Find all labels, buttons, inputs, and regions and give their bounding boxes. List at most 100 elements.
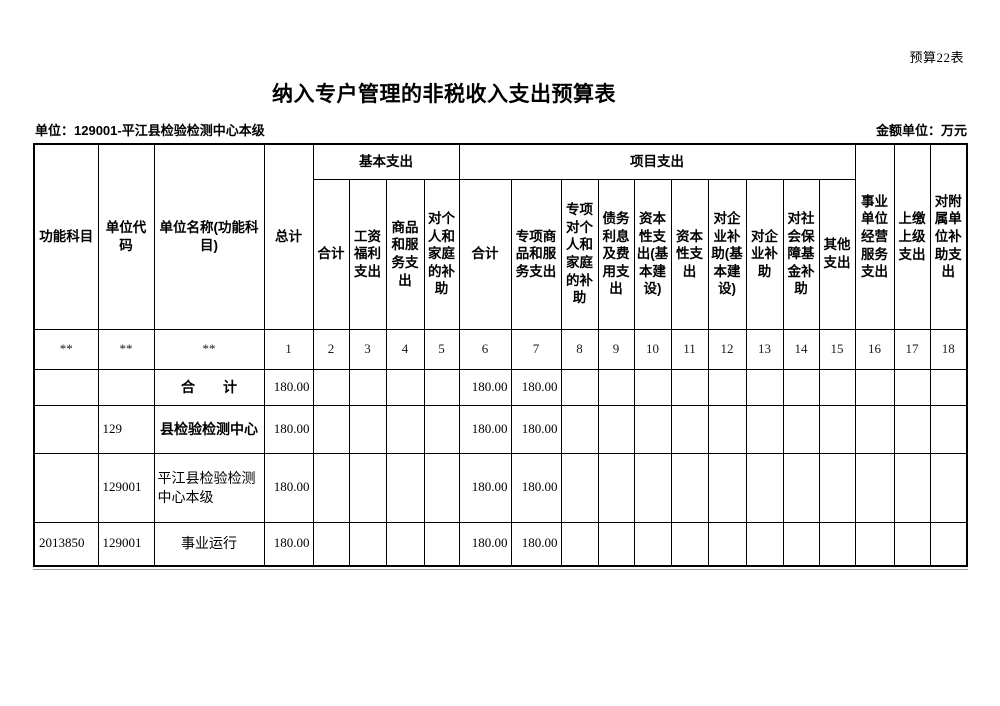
data-cell: 2013850 (33, 521, 99, 567)
table-row: 129001 平江县检验检测中心本级 180.00 180.00 180.00 (33, 452, 968, 523)
form-code: 预算22表 (909, 50, 964, 65)
col-number-cell: 16 (854, 328, 895, 370)
data-cell (385, 404, 425, 454)
data-cell (745, 452, 784, 523)
data-cell (560, 368, 599, 406)
data-cell (385, 368, 425, 406)
data-cell (854, 368, 895, 406)
header-cell: 对附属单位补助支出 (929, 143, 968, 330)
data-cell (633, 521, 672, 567)
col-number-cell: ** (153, 328, 265, 370)
col-number-cell: 9 (597, 328, 635, 370)
data-cell (33, 368, 99, 406)
col-number-cell: 5 (423, 328, 460, 370)
col-number-cell: 12 (707, 328, 747, 370)
data-cell (633, 368, 672, 406)
data-cell (707, 368, 747, 406)
data-cell: 180.00 (263, 452, 314, 523)
data-cell (670, 368, 709, 406)
col-number-cell: 15 (818, 328, 856, 370)
data-cell (348, 452, 387, 523)
col-number-cell: 6 (458, 328, 512, 370)
data-cell (929, 368, 968, 406)
data-cell (348, 404, 387, 454)
data-cell (893, 404, 931, 454)
col-number-cell: 17 (893, 328, 931, 370)
data-cell (929, 404, 968, 454)
header-cell: 资本性支出(基本建设) (633, 178, 672, 330)
header-cell: 专项商品和服务支出 (510, 178, 562, 330)
col-number-cell: 8 (560, 328, 599, 370)
data-cell (312, 452, 350, 523)
data-cell (929, 452, 968, 523)
unit-label: 单位：129001-平江县检验检测中心本级 (35, 123, 265, 138)
data-cell (348, 521, 387, 567)
col-number-cell: ** (97, 328, 155, 370)
data-cell: 180.00 (263, 521, 314, 567)
data-cell (423, 452, 460, 523)
data-cell (33, 452, 99, 523)
header-cell: 商品和服务支出 (385, 178, 425, 330)
col-number-cell: 11 (670, 328, 709, 370)
data-cell (633, 452, 672, 523)
table-row: 合 计 180.00 180.00 180.00 (33, 368, 968, 406)
data-cell (348, 368, 387, 406)
header-cell: 总计 (263, 143, 314, 330)
header-cell: 专项对个人和家庭的补助 (560, 178, 599, 330)
data-cell (597, 521, 635, 567)
col-number-cell: 1 (263, 328, 314, 370)
data-cell: 129001 (97, 452, 155, 523)
header-cell: 上缴上级支出 (893, 143, 931, 330)
data-cell (707, 404, 747, 454)
data-cell (312, 368, 350, 406)
data-cell (707, 452, 747, 523)
data-cell: 180.00 (458, 452, 512, 523)
data-cell (385, 452, 425, 523)
header-cell: 对社会保障基金补助 (782, 178, 820, 330)
data-cell (782, 368, 820, 406)
table-wrap: 功能科目 单位代码 单位名称(功能科目) 总计 基本支出 项目支出 事业单位经营服务支出 上缴… (33, 143, 968, 570)
data-cell (854, 452, 895, 523)
header-cell: 事业单位经营服务支出 (854, 143, 895, 330)
data-cell (423, 404, 460, 454)
header-cell: 对个人和家庭的补助 (423, 178, 460, 330)
data-cell (745, 404, 784, 454)
header-cell: 合计 (312, 178, 350, 330)
data-cell (818, 521, 856, 567)
col-number-cell: 3 (348, 328, 387, 370)
data-cell: 180.00 (510, 404, 562, 454)
col-number-cell: ** (33, 328, 99, 370)
data-cell: 县检验检测中心 (153, 404, 265, 454)
unit-row: 单位：129001-平江县检验检测中心本级 金额单位：万元 (35, 120, 967, 139)
data-cell: 180.00 (458, 404, 512, 454)
data-cell (893, 368, 931, 406)
data-cell (597, 404, 635, 454)
header-cell: 其他支出 (818, 178, 856, 330)
data-cell: 180.00 (510, 452, 562, 523)
data-cell: 180.00 (458, 521, 512, 567)
data-cell: 129001 (97, 521, 155, 567)
data-cell (745, 368, 784, 406)
data-cell (893, 521, 931, 567)
header-cell: 资本性支出 (670, 178, 709, 330)
data-cell (423, 521, 460, 567)
data-cell: 180.00 (510, 368, 562, 406)
data-cell (670, 521, 709, 567)
data-cell (312, 404, 350, 454)
data-cell (929, 521, 968, 567)
header-cell: 功能科目 (33, 143, 99, 330)
col-number-cell: 7 (510, 328, 562, 370)
data-cell (782, 404, 820, 454)
data-cell (312, 521, 350, 567)
header-cell: 单位名称(功能科目) (153, 143, 265, 330)
data-cell (97, 368, 155, 406)
header-cell: 对企业补助(基本建设) (707, 178, 747, 330)
data-cell (560, 404, 599, 454)
data-cell: 合 计 (153, 368, 265, 406)
data-cell (33, 404, 99, 454)
page-title: 纳入专户管理的非税收入支出预算表 (272, 83, 616, 106)
data-cell (560, 521, 599, 567)
header-cell: 债务利息及费用支出 (597, 178, 635, 330)
data-cell (818, 368, 856, 406)
data-cell (597, 368, 635, 406)
